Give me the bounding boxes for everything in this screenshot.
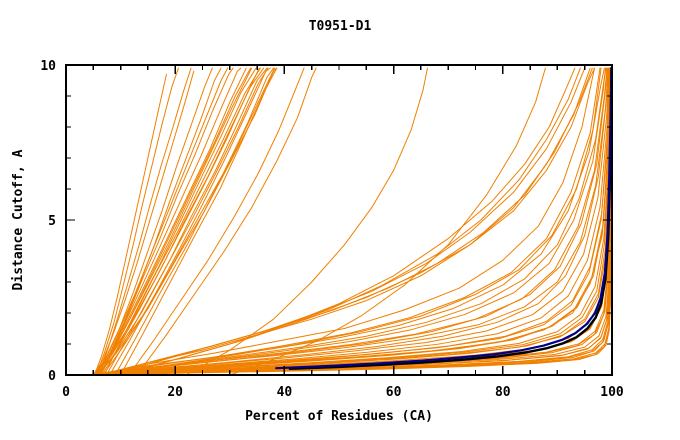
x-tick-label-20: 20 bbox=[167, 385, 183, 400]
y-tick-label-10: 10 bbox=[40, 59, 56, 74]
curve-model-mid-band-04 bbox=[91, 67, 605, 376]
axis-tick-labels: 0 20 40 60 80 100 0 5 10 bbox=[40, 59, 624, 400]
x-axis-label: Percent of Residues (CA) bbox=[245, 409, 433, 424]
curve-model-low-band-04 bbox=[86, 67, 611, 376]
curve-model-low-band-01 bbox=[87, 67, 610, 376]
curve-model-mid-band-10 bbox=[98, 67, 610, 376]
curve-model-steep-10 bbox=[96, 67, 247, 376]
curve-model-mid-02 bbox=[136, 67, 317, 376]
curve-model-high-06 bbox=[114, 67, 596, 376]
curve-model-outlier-02 bbox=[229, 67, 546, 376]
x-tick-label-60: 60 bbox=[386, 385, 402, 400]
curve-model-mid-band-06 bbox=[100, 67, 608, 376]
curve-model-mid-band-01 bbox=[95, 67, 596, 376]
curve-model-mid-01 bbox=[128, 67, 305, 376]
x-tick-label-80: 80 bbox=[495, 385, 511, 400]
x-tick-label-100: 100 bbox=[600, 385, 624, 400]
curve-model-steep-17 bbox=[105, 67, 268, 376]
curve-model-steep-16 bbox=[92, 67, 260, 376]
curve-model-steep-09 bbox=[94, 67, 242, 376]
curve-model-high-05 bbox=[100, 67, 593, 376]
curve-model-steep-22 bbox=[114, 67, 276, 376]
curve-model-steep-20 bbox=[109, 67, 271, 376]
curve-model-steep-06 bbox=[97, 67, 222, 376]
curve-model-low-band-17 bbox=[84, 67, 612, 376]
curve-model-low-band-07 bbox=[84, 67, 611, 376]
curve-model-steep-18 bbox=[98, 67, 269, 376]
curve-model-steep-12 bbox=[93, 67, 253, 376]
curve-model-steep-01 bbox=[93, 73, 167, 376]
curve-reference-blue bbox=[275, 67, 613, 370]
curve-model-steep-02 bbox=[95, 67, 179, 376]
x-tick-label-40: 40 bbox=[277, 385, 293, 400]
curve-model-mid-band-09 bbox=[88, 67, 609, 376]
y-axis-label: Distance Cutoff, A bbox=[11, 149, 26, 290]
curve-model-steep-07 bbox=[93, 67, 229, 376]
curve-model-high-04 bbox=[98, 67, 591, 376]
y-tick-label-5: 5 bbox=[48, 214, 56, 229]
x-tick-label-0: 0 bbox=[62, 385, 70, 400]
curve-model-steep-19 bbox=[96, 67, 274, 376]
curve-model-steep-23 bbox=[120, 67, 278, 376]
y-tick-label-0: 0 bbox=[48, 369, 56, 384]
curves-layer bbox=[81, 66, 613, 376]
page-title: T0951-D1 bbox=[309, 19, 372, 34]
curve-model-steep-04 bbox=[98, 67, 192, 376]
axis-ticks bbox=[65, 64, 613, 376]
